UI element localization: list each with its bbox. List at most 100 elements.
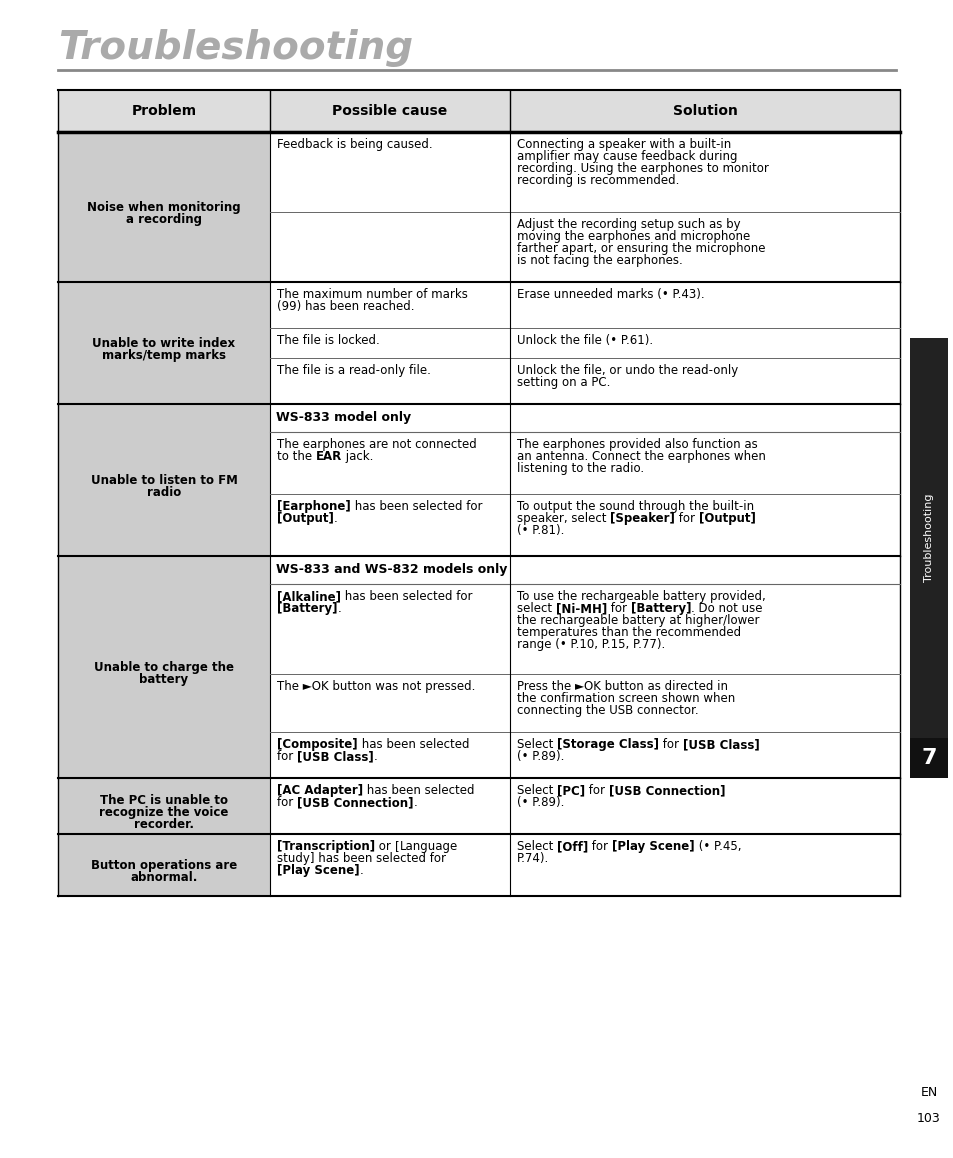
Text: (• P.89).: (• P.89).	[517, 750, 564, 763]
Bar	[510, 283, 899, 328]
Text: .: .	[359, 864, 363, 877]
Bar	[270, 674, 510, 732]
Text: Troubleshooting: Troubleshooting	[58, 29, 413, 67]
Text: The maximum number of marks: The maximum number of marks	[276, 288, 467, 301]
Text: for: for	[588, 840, 612, 853]
Text: To use the rechargeable battery provided,: To use the rechargeable battery provided…	[517, 589, 765, 603]
Text: 7: 7	[921, 748, 936, 768]
Text: (99) has been reached.: (99) has been reached.	[276, 300, 414, 313]
Text: radio: radio	[147, 486, 181, 499]
Bar	[270, 328, 510, 358]
Text: has been selected: has been selected	[363, 784, 475, 797]
Text: an antenna. Connect the earphones when: an antenna. Connect the earphones when	[517, 450, 765, 463]
Bar	[58, 90, 899, 132]
Bar	[270, 584, 510, 674]
Bar	[510, 328, 899, 358]
Text: Unable to listen to FM: Unable to listen to FM	[91, 474, 237, 488]
Text: [Composite]: [Composite]	[276, 738, 357, 752]
Text: or: or	[375, 840, 395, 853]
Text: Possible cause: Possible cause	[332, 104, 447, 118]
Text: study] has been selected for: study] has been selected for	[276, 852, 446, 865]
Text: Language: Language	[399, 840, 457, 853]
Text: Select: Select	[517, 840, 557, 853]
Bar	[58, 556, 270, 778]
Bar	[58, 834, 270, 896]
Text: To output the sound through the built-in: To output the sound through the built-in	[517, 500, 753, 513]
Bar	[270, 358, 510, 404]
Text: for: for	[584, 784, 608, 797]
Text: for: for	[276, 750, 296, 763]
Text: to the: to the	[276, 450, 315, 463]
Text: The file is a read-only file.: The file is a read-only file.	[276, 364, 431, 378]
Text: Feedback is being caused.: Feedback is being caused.	[276, 138, 432, 151]
Text: has been selected for: has been selected for	[340, 589, 472, 603]
Text: Solution: Solution	[672, 104, 737, 118]
Text: (• P.81).: (• P.81).	[517, 525, 564, 537]
Text: Connecting a speaker with a built-in: Connecting a speaker with a built-in	[517, 138, 731, 151]
Text: [Off]: [Off]	[557, 840, 588, 853]
Text: (• P.89).: (• P.89).	[517, 796, 564, 809]
Text: [Play Scene]: [Play Scene]	[276, 864, 359, 877]
Text: moving the earphones and microphone: moving the earphones and microphone	[517, 230, 749, 243]
Text: [Output]: [Output]	[699, 512, 755, 525]
Text: The earphones provided also function as: The earphones provided also function as	[517, 438, 757, 450]
Text: EAR: EAR	[315, 450, 342, 463]
Text: Adjust the recording setup such as by: Adjust the recording setup such as by	[517, 218, 740, 230]
Text: [Speaker]: [Speaker]	[610, 512, 675, 525]
Bar	[510, 432, 899, 494]
Text: Noise when monitoring: Noise when monitoring	[87, 201, 240, 214]
Text: the rechargeable battery at higher/lower: the rechargeable battery at higher/lower	[517, 614, 759, 626]
Bar	[510, 732, 899, 778]
Text: has been selected for: has been selected for	[351, 500, 482, 513]
Text: for: for	[675, 512, 699, 525]
Text: Unlock the file, or undo the read-only: Unlock the file, or undo the read-only	[517, 364, 738, 378]
Text: Unable to write index: Unable to write index	[92, 337, 235, 350]
Text: [Transcription]: [Transcription]	[276, 840, 375, 853]
Text: the confirmation screen shown when: the confirmation screen shown when	[517, 692, 735, 705]
Text: [Battery]: [Battery]	[276, 602, 337, 615]
Text: Unlock the file (• P.61).: Unlock the file (• P.61).	[517, 334, 653, 347]
Text: temperatures than the recommended: temperatures than the recommended	[517, 626, 740, 639]
Bar	[58, 404, 270, 556]
Text: .: .	[413, 796, 416, 809]
Bar	[270, 834, 510, 896]
Text: speaker, select: speaker, select	[517, 512, 610, 525]
Text: [USB Connection]: [USB Connection]	[608, 784, 724, 797]
Text: 103: 103	[916, 1112, 940, 1124]
Bar	[909, 338, 947, 738]
Text: for: for	[276, 796, 296, 809]
Text: range (• P.10, P.15, P.77).: range (• P.10, P.15, P.77).	[517, 638, 664, 651]
Bar	[58, 283, 270, 404]
Bar	[270, 494, 510, 556]
Text: Select: Select	[517, 738, 557, 752]
Text: [USB Class]: [USB Class]	[296, 750, 374, 763]
Text: farther apart, or ensuring the microphone: farther apart, or ensuring the microphon…	[517, 242, 764, 255]
Text: WS-833 and WS-832 models only: WS-833 and WS-832 models only	[275, 564, 507, 577]
Text: [Play Scene]: [Play Scene]	[612, 840, 694, 853]
Text: [Battery]: [Battery]	[630, 602, 691, 615]
Text: Unable to charge the: Unable to charge the	[94, 661, 233, 674]
Text: select: select	[517, 602, 556, 615]
Text: The file is locked.: The file is locked.	[276, 334, 379, 347]
Text: EN: EN	[920, 1086, 937, 1099]
Text: a recording: a recording	[126, 213, 202, 226]
Text: [Alkaline]: [Alkaline]	[276, 589, 340, 603]
Bar	[510, 358, 899, 404]
Bar	[510, 212, 899, 283]
Bar	[270, 404, 899, 432]
Bar	[510, 132, 899, 212]
Text: recorder.: recorder.	[133, 818, 193, 831]
Text: The PC is unable to: The PC is unable to	[100, 794, 228, 807]
Text: [: [	[395, 840, 399, 853]
Text: . Do not use: . Do not use	[691, 602, 762, 615]
Bar	[270, 212, 510, 283]
Bar	[58, 132, 270, 283]
Text: has been selected: has been selected	[357, 738, 469, 752]
Bar	[510, 494, 899, 556]
Bar	[58, 778, 270, 834]
Bar	[270, 432, 510, 494]
Text: WS-833 model only: WS-833 model only	[275, 411, 411, 425]
Text: [AC Adapter]: [AC Adapter]	[276, 784, 363, 797]
Text: [USB Connection]: [USB Connection]	[296, 796, 413, 809]
Text: connecting the USB connector.: connecting the USB connector.	[517, 704, 698, 717]
